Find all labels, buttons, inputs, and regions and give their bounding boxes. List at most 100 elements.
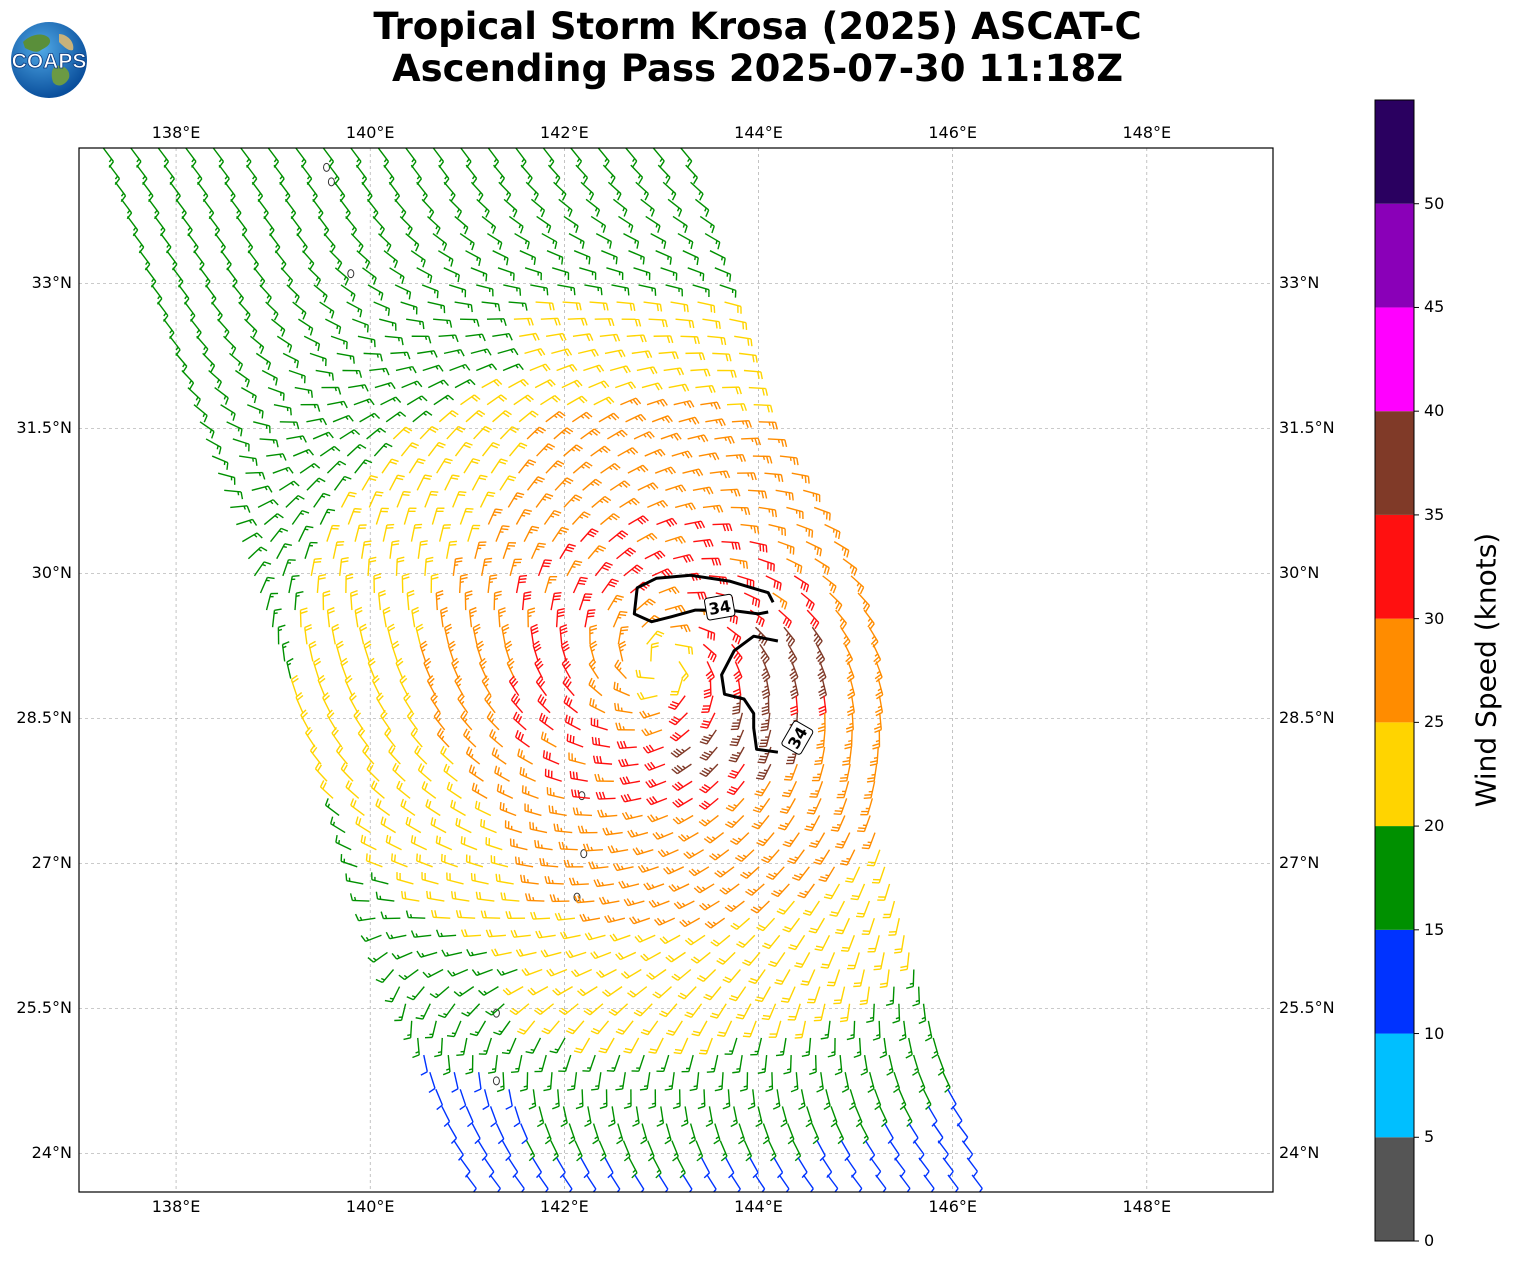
wind-barb bbox=[410, 930, 432, 938]
wind-barb bbox=[360, 934, 382, 943]
wind-barb bbox=[429, 986, 450, 999]
wind-barb bbox=[515, 509, 532, 525]
wind-barb bbox=[374, 381, 396, 390]
wind-barb bbox=[295, 692, 304, 714]
wind-barb bbox=[214, 387, 229, 405]
wind-barb bbox=[437, 1003, 456, 1019]
wind-barb bbox=[339, 429, 361, 440]
wind-barb bbox=[658, 1003, 678, 1018]
wind-barb bbox=[724, 1037, 738, 1055]
wind-barb bbox=[426, 890, 445, 902]
wind-barb bbox=[239, 455, 258, 466]
wind-barb bbox=[646, 398, 668, 407]
wind-barb bbox=[380, 709, 391, 731]
wind-barb bbox=[400, 442, 420, 457]
wind-barb bbox=[387, 623, 396, 645]
colorbar-bin bbox=[1375, 929, 1414, 1034]
wind-barb bbox=[673, 900, 695, 910]
wind-barb bbox=[474, 800, 492, 817]
wind-barb bbox=[511, 1054, 523, 1073]
wind-barb bbox=[807, 986, 821, 1004]
wind-barb bbox=[425, 799, 441, 817]
wind-barb bbox=[572, 461, 593, 474]
wind-barb bbox=[187, 387, 201, 407]
wind-barb bbox=[554, 912, 576, 921]
contour-label: 34 bbox=[703, 593, 736, 621]
wind-barb bbox=[616, 740, 637, 750]
wind-barb bbox=[421, 781, 437, 799]
wind-barb bbox=[727, 763, 745, 779]
wind-barb bbox=[416, 950, 438, 958]
wind-barb bbox=[431, 507, 445, 525]
wind-barb bbox=[646, 630, 665, 645]
wind-barb bbox=[334, 267, 349, 286]
wind-barb bbox=[560, 640, 570, 662]
wind-barb bbox=[796, 523, 814, 538]
wind-barb bbox=[853, 1037, 862, 1059]
wind-barb bbox=[730, 506, 751, 516]
wind-barb bbox=[430, 692, 441, 714]
wind-barb bbox=[592, 1123, 600, 1145]
wind-barb bbox=[259, 438, 279, 448]
wind-barb bbox=[628, 515, 649, 526]
wind-barb bbox=[446, 1020, 462, 1038]
wind-barb bbox=[712, 523, 733, 532]
wind-barb bbox=[530, 542, 546, 560]
wind-barb bbox=[540, 949, 562, 958]
wind-barb bbox=[373, 442, 393, 457]
wind-barb bbox=[469, 1020, 487, 1037]
wind-barb bbox=[597, 148, 610, 168]
wind-barb bbox=[869, 746, 879, 767]
wind-barb bbox=[670, 624, 691, 633]
wind-barb bbox=[696, 969, 717, 983]
wind-barb bbox=[433, 318, 453, 328]
wind-barb bbox=[591, 736, 611, 748]
colorbar-tick-label: 35 bbox=[1424, 504, 1445, 524]
wind-barb bbox=[879, 1037, 888, 1059]
wind-barb bbox=[882, 900, 896, 919]
wind-barb bbox=[644, 761, 666, 771]
wind-barb bbox=[623, 1037, 640, 1054]
wind-barb bbox=[615, 381, 637, 390]
wind-barb bbox=[743, 369, 763, 380]
wind-barb bbox=[378, 233, 392, 253]
wind-barb bbox=[705, 661, 715, 683]
wind-barb bbox=[664, 604, 686, 613]
wind-barb bbox=[894, 935, 905, 954]
wind-barb bbox=[669, 729, 690, 742]
wind-barb bbox=[251, 485, 273, 493]
wind-barb bbox=[421, 198, 435, 219]
wind-barb bbox=[405, 233, 420, 252]
wind-barb bbox=[683, 849, 704, 859]
wind-barb bbox=[604, 914, 626, 924]
wind-barb bbox=[372, 215, 385, 236]
wind-barb bbox=[384, 335, 404, 346]
wind-barb bbox=[622, 1140, 631, 1162]
wind-barb bbox=[405, 816, 422, 834]
wind-barb bbox=[536, 443, 556, 457]
wind-barb bbox=[873, 712, 882, 734]
wind-barb bbox=[777, 540, 795, 555]
wind-barb bbox=[931, 1037, 939, 1059]
wind-barb bbox=[594, 773, 614, 782]
wind-barb bbox=[300, 403, 321, 412]
wind-barb bbox=[595, 968, 617, 978]
wind-barb bbox=[688, 1191, 690, 1192]
wind-barb bbox=[703, 832, 725, 844]
wind-barb bbox=[436, 458, 453, 474]
wind-barb bbox=[319, 445, 341, 457]
wind-barb bbox=[780, 986, 796, 1003]
wind-barb bbox=[565, 1020, 585, 1035]
wind-barb bbox=[503, 198, 518, 218]
wind-barb bbox=[741, 437, 762, 446]
wind-barb bbox=[411, 335, 432, 344]
island-outline bbox=[347, 269, 355, 279]
wind-barb bbox=[452, 557, 463, 576]
wind-barb bbox=[435, 590, 444, 611]
wind-barb bbox=[357, 335, 376, 348]
wind-barb bbox=[879, 1106, 888, 1128]
wind-barb bbox=[486, 232, 503, 250]
wind-barb bbox=[354, 459, 373, 474]
wind-barb bbox=[501, 1037, 517, 1055]
wind-barb bbox=[224, 489, 244, 500]
